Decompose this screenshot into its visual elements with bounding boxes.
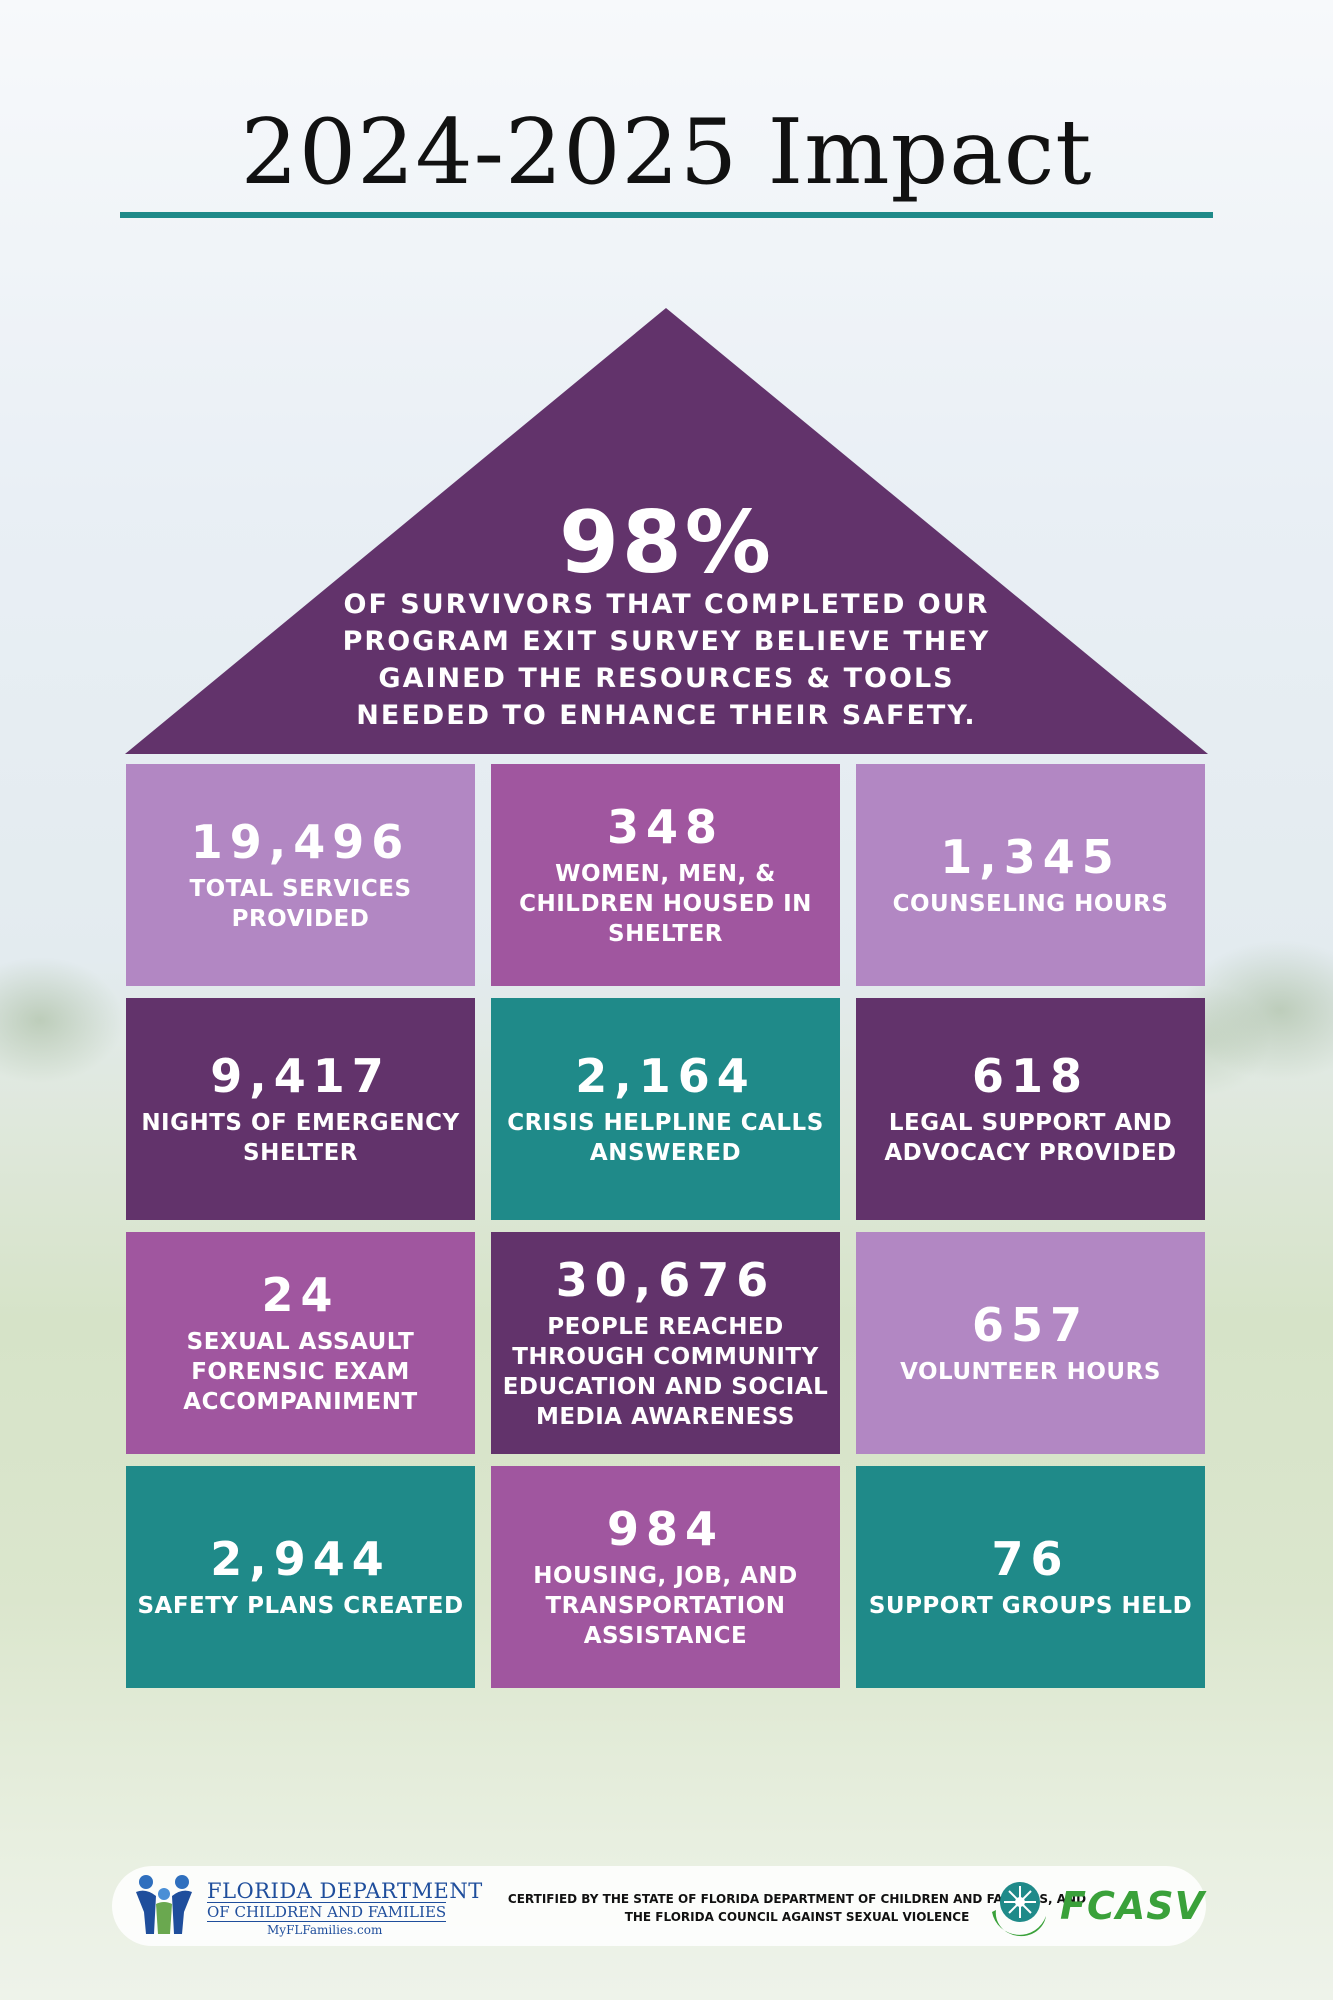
stat-label: HOUSING, JOB, AND TRANSPORTATION ASSISTA… (533, 1563, 798, 1649)
dcf-logo-text: FLORIDA DEPARTMENT OF CHILDREN AND FAMIL… (207, 1880, 587, 1938)
stat-value: 1,345 (940, 830, 1121, 884)
stat-label: VOLUNTEER HOURS (900, 1359, 1161, 1385)
dcf-name-line2: OF CHILDREN AND FAMILIES (207, 1902, 447, 1922)
stat-label: COUNSELING HOURS (892, 891, 1169, 917)
stat-value: 2,164 (575, 1049, 756, 1103)
stat-label: PEOPLE REACHED THROUGH COMMUNITY EDUCATI… (502, 1314, 829, 1430)
family-icon (136, 1875, 192, 1934)
stat-label: SEXUAL ASSAULT FORENSIC EXAM ACCOMPANIME… (183, 1329, 418, 1415)
stat-label: SUPPORT GROUPS HELD (868, 1593, 1193, 1619)
stat-card: 1,345 COUNSELING HOURS (856, 764, 1205, 986)
stat-card: 24 SEXUAL ASSAULT FORENSIC EXAM ACCOMPANI… (126, 1232, 475, 1454)
stat-card: 348 WOMEN, MEN, & CHILDREN HOUSED IN SHEL… (491, 764, 840, 986)
stat-value: 618 (971, 1049, 1090, 1103)
stat-value: 348 (606, 800, 725, 854)
stat-value: 24 (261, 1268, 340, 1322)
dcf-website: MyFLFamilies.com (267, 1923, 383, 1937)
dcf-name-line1: FLORIDA DEPARTMENT (207, 1879, 483, 1903)
roof-triangle (125, 308, 1208, 754)
stat-value: 9,417 (210, 1049, 391, 1103)
stat-label: WOMEN, MEN, & CHILDREN HOUSED IN SHELTER (519, 861, 812, 947)
page-title: 2024-2025 Impact (240, 100, 1093, 205)
headline-text: OF SURVIVORS THAT COMPLETED OUR PROGRAM … (342, 589, 991, 731)
stat-card: 618 LEGAL SUPPORT AND ADVOCACY PROVIDED (856, 998, 1205, 1220)
stats-grid: 19,496 TOTAL SERVICES PROVIDED 348 WOMEN, … (126, 764, 1207, 1688)
stat-label: LEGAL SUPPORT AND ADVOCACY PROVIDED (884, 1110, 1177, 1166)
footer-bar: FLORIDA DEPARTMENT OF CHILDREN AND FAMIL… (112, 1866, 1206, 1946)
stat-card: 30,676 PEOPLE REACHED THROUGH COMMUNITY E… (491, 1232, 840, 1454)
stat-label: CRISIS HELPLINE CALLS ANSWERED (507, 1110, 824, 1166)
stat-value: 19,496 (190, 815, 411, 869)
stat-card: 9,417 NIGHTS OF EMERGENCY SHELTER (126, 998, 475, 1220)
stat-card: 984 HOUSING, JOB, AND TRANSPORTATION ASSI… (491, 1466, 840, 1688)
title-underline (120, 212, 1213, 218)
house-roof: 98% OF SURVIVORS THAT COMPLETED OUR PROG… (125, 308, 1208, 754)
headline-value: 98% (559, 493, 774, 593)
stat-value: 30,676 (555, 1253, 776, 1307)
stat-value: 657 (971, 1298, 1090, 1352)
stat-label: SAFETY PLANS CREATED (137, 1593, 464, 1619)
stat-label: NIGHTS OF EMERGENCY SHELTER (141, 1110, 460, 1166)
stat-card: 2,164 CRISIS HELPLINE CALLS ANSWERED (491, 998, 840, 1220)
stat-card: 2,944 SAFETY PLANS CREATED (126, 1466, 475, 1688)
stat-card: 657 VOLUNTEER HOURS (856, 1232, 1205, 1454)
stat-card: 19,496 TOTAL SERVICES PROVIDED (126, 764, 475, 986)
fcasv-sunburst-icon (992, 1882, 1046, 1937)
fcasv-logo-text: FCASV (1060, 1884, 1206, 1928)
stat-value: 984 (606, 1502, 725, 1556)
stat-label: TOTAL SERVICES PROVIDED (189, 876, 412, 932)
stat-card: 76 SUPPORT GROUPS HELD (856, 1466, 1205, 1688)
stat-value: 2,944 (210, 1532, 391, 1586)
stat-value: 76 (991, 1532, 1070, 1586)
certification-text: CERTIFIED BY THE STATE OF FLORIDA DEPART… (507, 1892, 1087, 1924)
